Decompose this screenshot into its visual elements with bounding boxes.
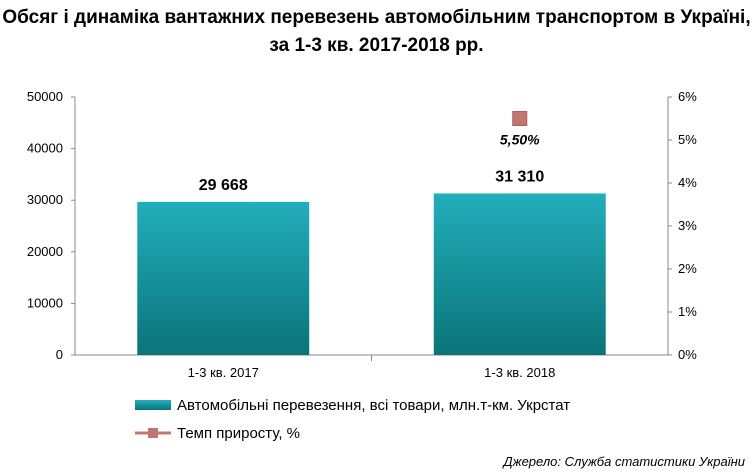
growth-marker <box>512 111 528 126</box>
chart-marks: 29 668 31 310 5,50% <box>137 111 606 355</box>
bar <box>433 193 606 355</box>
y-right-tick-label: 0% <box>678 347 697 362</box>
y-left-tick-label: 10000 <box>27 295 63 310</box>
y-right-tick-label: 6% <box>678 89 697 104</box>
bar-data-label: 31 310 <box>495 168 544 185</box>
y-left-tick-label: 50000 <box>27 89 63 104</box>
y-left-tick-label: 30000 <box>27 192 63 207</box>
source-note: Джерело: Служба статистики України <box>503 454 745 469</box>
y-right-tick-label: 2% <box>678 261 697 276</box>
chart-title: Обсяг і динаміка вантажних перевезень ав… <box>2 7 751 56</box>
legend-label-growth: Темп приросту, % <box>177 425 300 442</box>
y-left-tick-label: 20000 <box>27 244 63 259</box>
x-tick-label: 1-3 кв. 2017 <box>188 365 259 380</box>
legend: Автомобільні перевезення, всі товари, мл… <box>135 397 570 442</box>
legend-swatch-marker <box>148 428 158 438</box>
y-right-tick-label: 3% <box>678 218 697 233</box>
y-right-tick-label: 5% <box>678 132 697 147</box>
bar-data-label: 29 668 <box>199 177 248 194</box>
legend-swatch-bars <box>135 400 171 410</box>
legend-label-bars: Автомобільні перевезення, всі товари, мл… <box>177 397 570 414</box>
y-left-tick-label: 40000 <box>27 141 63 156</box>
bar <box>137 201 310 355</box>
x-tick-label: 1-3 кв. 2018 <box>484 365 555 380</box>
growth-data-label: 5,50% <box>500 132 540 148</box>
y-left-tick-label: 0 <box>56 347 63 362</box>
y-right-tick-label: 4% <box>678 175 697 190</box>
y-right-tick-label: 1% <box>678 304 697 319</box>
